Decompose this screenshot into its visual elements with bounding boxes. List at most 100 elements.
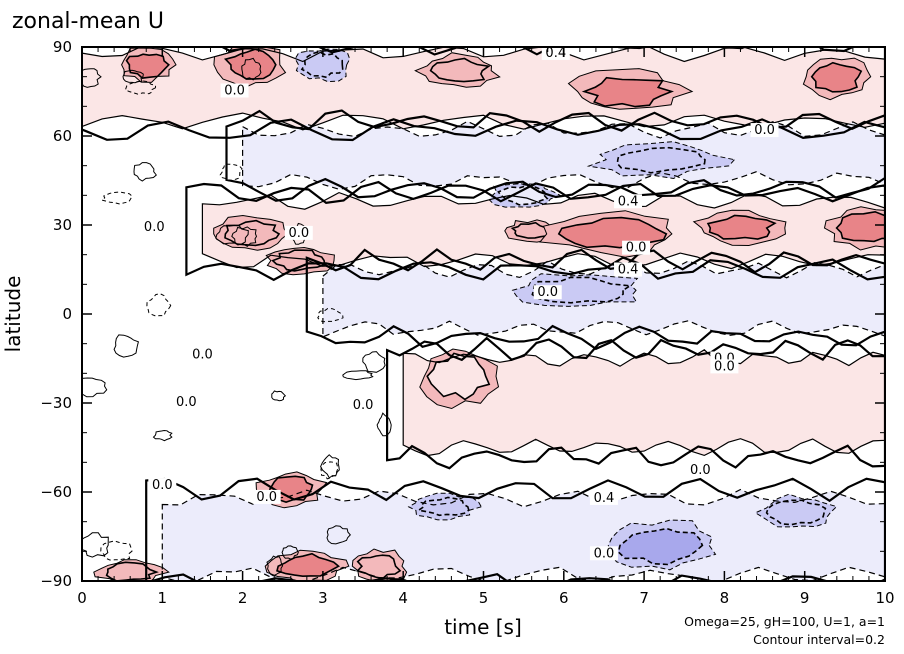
band-fill-0	[82, 47, 885, 130]
band-label-bg-0	[541, 47, 570, 60]
small-contour-25	[326, 525, 351, 545]
small-contour-17	[320, 461, 339, 480]
blob-inner-19	[765, 499, 827, 526]
x-axis-ticks: 0 1 2 3 4 5 6 7 8 9 10	[77, 47, 895, 607]
blob-inner-12	[706, 214, 777, 240]
small-contour-16	[219, 163, 243, 182]
shaded-bands	[82, 47, 885, 581]
zero-label-bg-4	[188, 347, 217, 362]
zero-label-8: 0.0	[256, 490, 277, 505]
y-tick-label-5: −60	[40, 483, 72, 501]
zero-label-bg-0	[220, 83, 249, 98]
blob-inner-20	[276, 552, 341, 578]
x-axis-label: time [s]	[444, 615, 522, 639]
band-zero-contour-2	[185, 180, 885, 282]
small-contour-23	[152, 429, 173, 442]
band-fill-5	[162, 489, 885, 581]
zero-label-5: 0.0	[176, 395, 197, 410]
x-tick-label-8: 8	[720, 589, 730, 607]
zero-label-bg-12	[622, 240, 651, 255]
small-contour-9	[241, 57, 262, 81]
y-tick-label-2: 30	[53, 216, 72, 234]
x-tick-label-2: 2	[238, 589, 248, 607]
band-fill-1	[242, 121, 885, 190]
x-tick-label-1: 1	[158, 589, 168, 607]
zero-label-7: 0.0	[152, 478, 173, 493]
x-tick-label-9: 9	[800, 589, 810, 607]
band-zero-contour-4	[386, 336, 885, 470]
blob-inner-9	[271, 249, 326, 272]
blob-inner-8	[224, 219, 281, 247]
small-contour-3	[82, 68, 102, 88]
y-tick-label-1: 60	[53, 127, 72, 145]
zero-label-3: 0.0	[537, 285, 558, 300]
small-contour-13	[146, 293, 172, 317]
small-contour-8	[133, 162, 157, 182]
small-contour-14	[376, 412, 392, 437]
band-contour-1	[242, 120, 885, 190]
chart-title: zonal-mean U	[12, 9, 164, 34]
small-contour-0	[266, 555, 284, 577]
band-label-1: 0.0	[754, 123, 775, 138]
zero-label-12: 0.0	[626, 241, 647, 256]
blob-inner-1	[300, 50, 344, 79]
band-label-bg-1	[750, 123, 779, 138]
y-tick-label-6: −90	[40, 572, 72, 590]
band-label-bg-2	[614, 194, 643, 209]
small-contour-22	[122, 69, 144, 84]
x-tick-label-5: 5	[479, 589, 489, 607]
blob-inner-0	[223, 48, 277, 80]
zero-label-bg-5	[172, 394, 201, 409]
zero-label-bg-8	[252, 489, 281, 504]
zero-label-1: 0.0	[288, 226, 309, 241]
blob-inner-6	[616, 146, 706, 174]
zero-label-bg-11	[589, 546, 618, 561]
band-zero-contour-5	[145, 477, 885, 581]
small-contour-2	[317, 308, 344, 323]
blob-inner-4	[581, 76, 674, 108]
blob-inner-17	[416, 496, 470, 517]
small-contour-10	[281, 545, 299, 560]
contour-interval-annotation: Contour interval=0.2	[753, 632, 885, 647]
zero-label-11: 0.0	[594, 546, 615, 561]
zero-label-9: 0.0	[714, 359, 735, 374]
zero-label-bg-1	[284, 225, 313, 240]
band-label-0: 0.4	[545, 46, 566, 61]
zero-label-4: 0.0	[192, 348, 213, 363]
contour-lines	[82, 47, 885, 581]
zero-label-10: 0.0	[690, 463, 711, 478]
small-contour-7	[100, 191, 133, 205]
small-contour-6	[113, 334, 139, 358]
blob-inner-10	[510, 221, 553, 239]
band-zero-contour-1	[225, 109, 885, 202]
band-label-bg-5	[589, 490, 618, 505]
band-contour-0	[82, 47, 885, 131]
x-tick-label-4: 4	[398, 589, 408, 607]
params-annotation: Omega=25, gH=100, U=1, a=1	[684, 614, 885, 629]
band-zero-contour-0	[82, 47, 885, 142]
zero-label-bg-6	[349, 397, 378, 412]
x-tick-label-0: 0	[77, 589, 87, 607]
contour-labels: 0.4 0.0 0.4 0.4 0.0 0.4 0.0 0.0 0.0 0.0 0.0 0.0 0.0 0…	[140, 46, 779, 561]
small-contour-18	[124, 80, 157, 95]
x-tick-label-7: 7	[639, 589, 649, 607]
y-axis-ticks: 90 60 30 0 −30 −60 −90	[40, 38, 885, 590]
x-tick-label-10: 10	[875, 589, 894, 607]
zero-label-bg-10	[686, 463, 715, 478]
blob-inner-5	[810, 61, 863, 93]
band-fill-4	[403, 349, 885, 456]
small-contour-5	[100, 540, 133, 561]
band-label-5: 0.4	[594, 491, 615, 506]
y-tick-label-4: −30	[40, 394, 72, 412]
x-tick-label-3: 3	[318, 589, 328, 607]
zero-label-bg-9	[710, 359, 739, 374]
small-contour-19	[362, 351, 386, 373]
plot-area: 0.4 0.0 0.4 0.4 0.0 0.4 0.0 0.0 0.0 0.0 0.0 0.0 0.0 0…	[82, 46, 885, 581]
small-contour-1	[342, 370, 374, 381]
y-axis-label: latitude	[1, 276, 25, 353]
band-label-2: 0.4	[618, 194, 639, 209]
zero-label-6: 0.0	[353, 398, 374, 413]
small-contour-11	[271, 390, 287, 402]
y-tick-label-0: 90	[53, 38, 72, 56]
